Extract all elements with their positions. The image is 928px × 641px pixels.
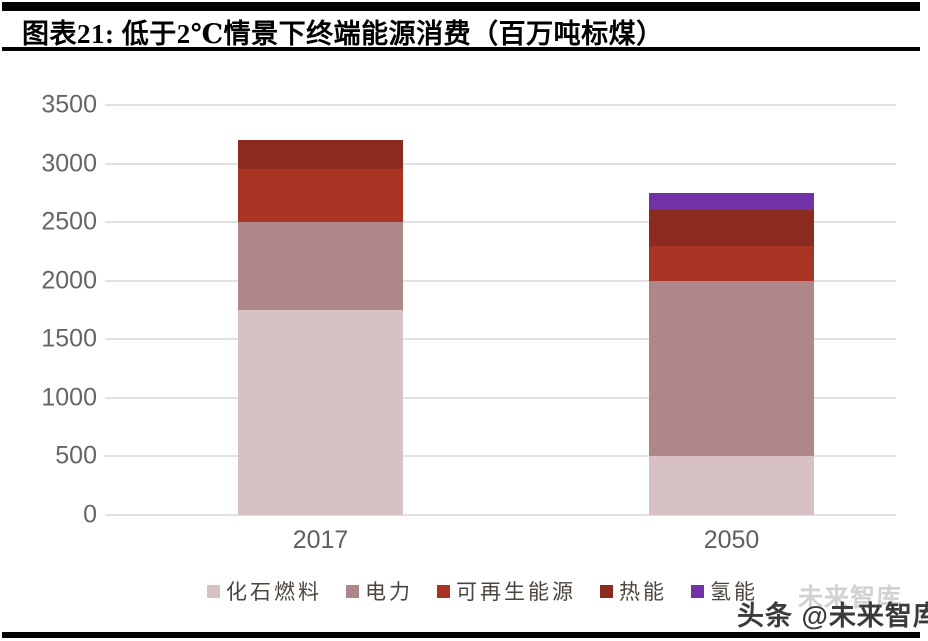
legend-label: 氢能 bbox=[710, 580, 758, 604]
y-tick-label-500: 500 bbox=[55, 441, 97, 470]
legend-label: 电力 bbox=[365, 580, 413, 604]
gridline-3500 bbox=[105, 104, 896, 106]
legend-item-化石燃料: 化石燃料 bbox=[207, 576, 322, 606]
gridline-1000 bbox=[105, 396, 896, 399]
y-tick-label-2500: 2500 bbox=[41, 207, 97, 236]
header-top-rule bbox=[2, 2, 920, 11]
legend-swatch-icon bbox=[346, 584, 359, 598]
bar-segment-2017-化石燃料 bbox=[238, 310, 403, 515]
x-tick-label-2050: 2050 bbox=[703, 526, 760, 554]
gridline-0 bbox=[105, 514, 896, 516]
x-tick-label-2017: 2017 bbox=[292, 526, 349, 554]
legend-swatch-icon bbox=[691, 584, 704, 598]
legend-label: 化石燃料 bbox=[226, 580, 322, 604]
legend-swatch-icon bbox=[600, 584, 613, 598]
legend-label: 可再生能源 bbox=[456, 580, 576, 604]
legend-item-热能: 热能 bbox=[600, 576, 667, 606]
y-tick-label-3500: 3500 bbox=[41, 90, 97, 119]
y-tick-label-3000: 3000 bbox=[41, 149, 97, 178]
bar-segment-2017-可再生能源 bbox=[238, 169, 403, 223]
bar-segment-2050-热能 bbox=[649, 210, 814, 246]
bar-segment-2050-化石燃料 bbox=[649, 456, 814, 515]
y-tick-label-2000: 2000 bbox=[41, 266, 97, 295]
chart-title: 图表21: 低于2℃情景下终端能源消费（百万吨标煤） bbox=[22, 19, 664, 49]
legend-swatch-icon bbox=[437, 584, 450, 598]
gridline-2000 bbox=[105, 279, 896, 282]
bar-segment-2017-电力 bbox=[238, 222, 403, 310]
bar-segment-2050-电力 bbox=[649, 280, 814, 457]
gridline-2500 bbox=[105, 221, 896, 224]
gridline-500 bbox=[105, 455, 896, 458]
y-tick-label-1000: 1000 bbox=[41, 383, 97, 412]
title-underline-rule bbox=[2, 47, 920, 51]
legend-swatch-icon bbox=[207, 584, 220, 598]
bar-segment-2017-热能 bbox=[238, 140, 403, 170]
legend-item-可再生能源: 可再生能源 bbox=[437, 576, 576, 606]
y-tick-label-1500: 1500 bbox=[41, 324, 97, 353]
footer-bottom-rule bbox=[2, 632, 920, 638]
gridline-1500 bbox=[105, 338, 896, 341]
gridline-3000 bbox=[105, 162, 896, 165]
legend-item-氢能: 氢能 bbox=[691, 576, 758, 606]
bar-segment-2050-氢能 bbox=[649, 192, 814, 211]
bar-segment-2050-可再生能源 bbox=[649, 245, 814, 281]
watermark-ghost: 未来智库 bbox=[798, 584, 903, 612]
legend-label: 热能 bbox=[619, 580, 667, 604]
watermark-toutiao: 头条 @未来智库 bbox=[737, 601, 928, 631]
legend-item-电力: 电力 bbox=[346, 576, 413, 606]
chart-legend: 化石燃料 电力 可再生能源 热能 氢能 bbox=[207, 576, 758, 606]
y-tick-label-0: 0 bbox=[83, 500, 97, 529]
